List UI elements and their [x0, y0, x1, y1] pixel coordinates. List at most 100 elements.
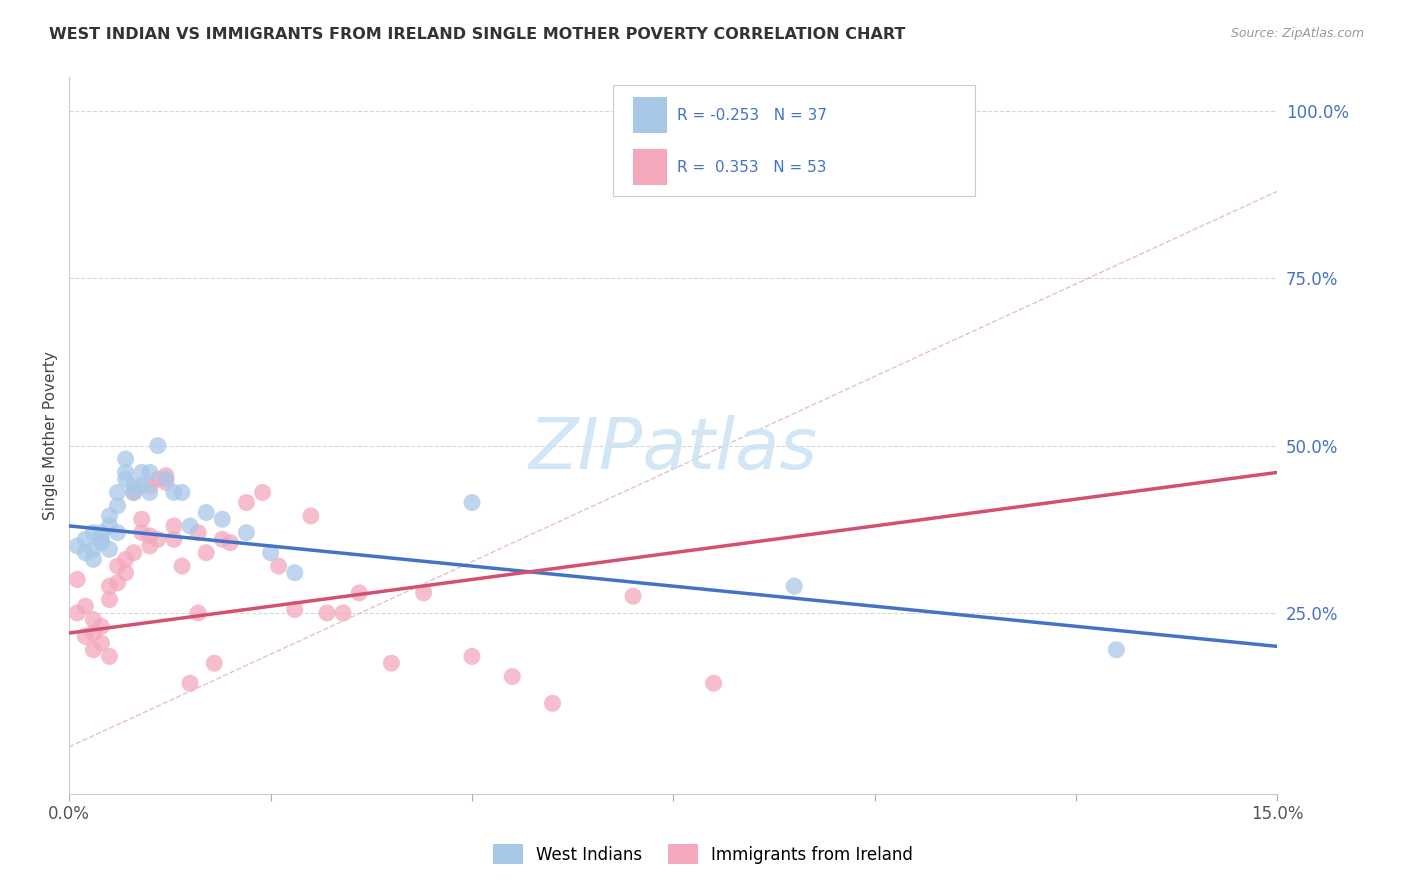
Point — [122, 546, 145, 560]
Point — [107, 525, 129, 540]
Point — [98, 519, 121, 533]
Text: ZIPatlas: ZIPatlas — [529, 416, 818, 484]
Point — [170, 485, 193, 500]
Point — [211, 533, 233, 547]
Point — [114, 566, 136, 580]
Point — [461, 649, 484, 664]
Point — [284, 602, 307, 616]
Point — [179, 676, 201, 690]
Point — [98, 649, 121, 664]
Point — [98, 592, 121, 607]
Point — [783, 579, 806, 593]
Point — [98, 508, 121, 523]
Point — [114, 552, 136, 566]
Point — [1105, 642, 1128, 657]
Point — [412, 586, 434, 600]
Point — [332, 606, 354, 620]
Point — [107, 499, 129, 513]
Point — [146, 533, 169, 547]
Point — [82, 525, 104, 540]
Point — [187, 606, 209, 620]
Point — [139, 485, 162, 500]
FancyBboxPatch shape — [634, 149, 668, 185]
Point — [155, 472, 177, 486]
Text: WEST INDIAN VS IMMIGRANTS FROM IRELAND SINGLE MOTHER POVERTY CORRELATION CHART: WEST INDIAN VS IMMIGRANTS FROM IRELAND S… — [49, 27, 905, 42]
Point — [114, 466, 136, 480]
Point — [90, 533, 112, 547]
Point — [82, 552, 104, 566]
Point — [621, 589, 644, 603]
Point — [75, 629, 97, 643]
Point — [122, 479, 145, 493]
Point — [66, 606, 89, 620]
Point — [75, 533, 97, 547]
Point — [163, 519, 186, 533]
Point — [114, 452, 136, 467]
Point — [98, 542, 121, 557]
Point — [187, 525, 209, 540]
Point — [139, 539, 162, 553]
Point — [163, 485, 186, 500]
Point — [98, 579, 121, 593]
Point — [82, 542, 104, 557]
Point — [179, 519, 201, 533]
Point — [82, 613, 104, 627]
Point — [146, 472, 169, 486]
Point — [170, 559, 193, 574]
Point — [219, 535, 242, 549]
Point — [90, 535, 112, 549]
Point — [163, 533, 186, 547]
Point — [155, 468, 177, 483]
Point — [131, 512, 153, 526]
Text: R =  0.353   N = 53: R = 0.353 N = 53 — [676, 161, 827, 175]
Point — [139, 466, 162, 480]
Point — [235, 525, 257, 540]
Point — [131, 479, 153, 493]
Point — [155, 475, 177, 490]
Y-axis label: Single Mother Poverty: Single Mother Poverty — [44, 351, 58, 520]
Text: R = -0.253   N = 37: R = -0.253 N = 37 — [676, 108, 827, 123]
Point — [107, 559, 129, 574]
Point — [195, 546, 218, 560]
FancyBboxPatch shape — [634, 97, 668, 133]
FancyBboxPatch shape — [613, 85, 976, 195]
Point — [259, 546, 281, 560]
Point — [235, 495, 257, 509]
Point — [107, 485, 129, 500]
Point — [122, 485, 145, 500]
Point — [66, 539, 89, 553]
Text: Source: ZipAtlas.com: Source: ZipAtlas.com — [1230, 27, 1364, 40]
Point — [139, 479, 162, 493]
Point — [347, 586, 370, 600]
Point — [461, 495, 484, 509]
Legend: West Indians, Immigrants from Ireland: West Indians, Immigrants from Ireland — [486, 838, 920, 871]
Point — [863, 117, 886, 131]
Point — [131, 466, 153, 480]
Point — [252, 485, 274, 500]
Point — [75, 546, 97, 560]
Point — [75, 599, 97, 614]
Point — [501, 669, 523, 683]
Point — [541, 696, 564, 710]
Point — [139, 529, 162, 543]
Point — [114, 472, 136, 486]
Point — [107, 575, 129, 590]
Point — [131, 525, 153, 540]
Point — [267, 559, 290, 574]
Point — [146, 439, 169, 453]
Point — [316, 606, 339, 620]
Point — [202, 656, 225, 670]
Point — [299, 508, 322, 523]
Point — [66, 573, 89, 587]
Point — [380, 656, 402, 670]
Point — [82, 626, 104, 640]
Point — [211, 512, 233, 526]
Point — [90, 636, 112, 650]
Point — [90, 525, 112, 540]
Point — [122, 485, 145, 500]
Point — [90, 619, 112, 633]
Point — [195, 506, 218, 520]
Point — [703, 676, 725, 690]
Point — [82, 642, 104, 657]
Point — [284, 566, 307, 580]
